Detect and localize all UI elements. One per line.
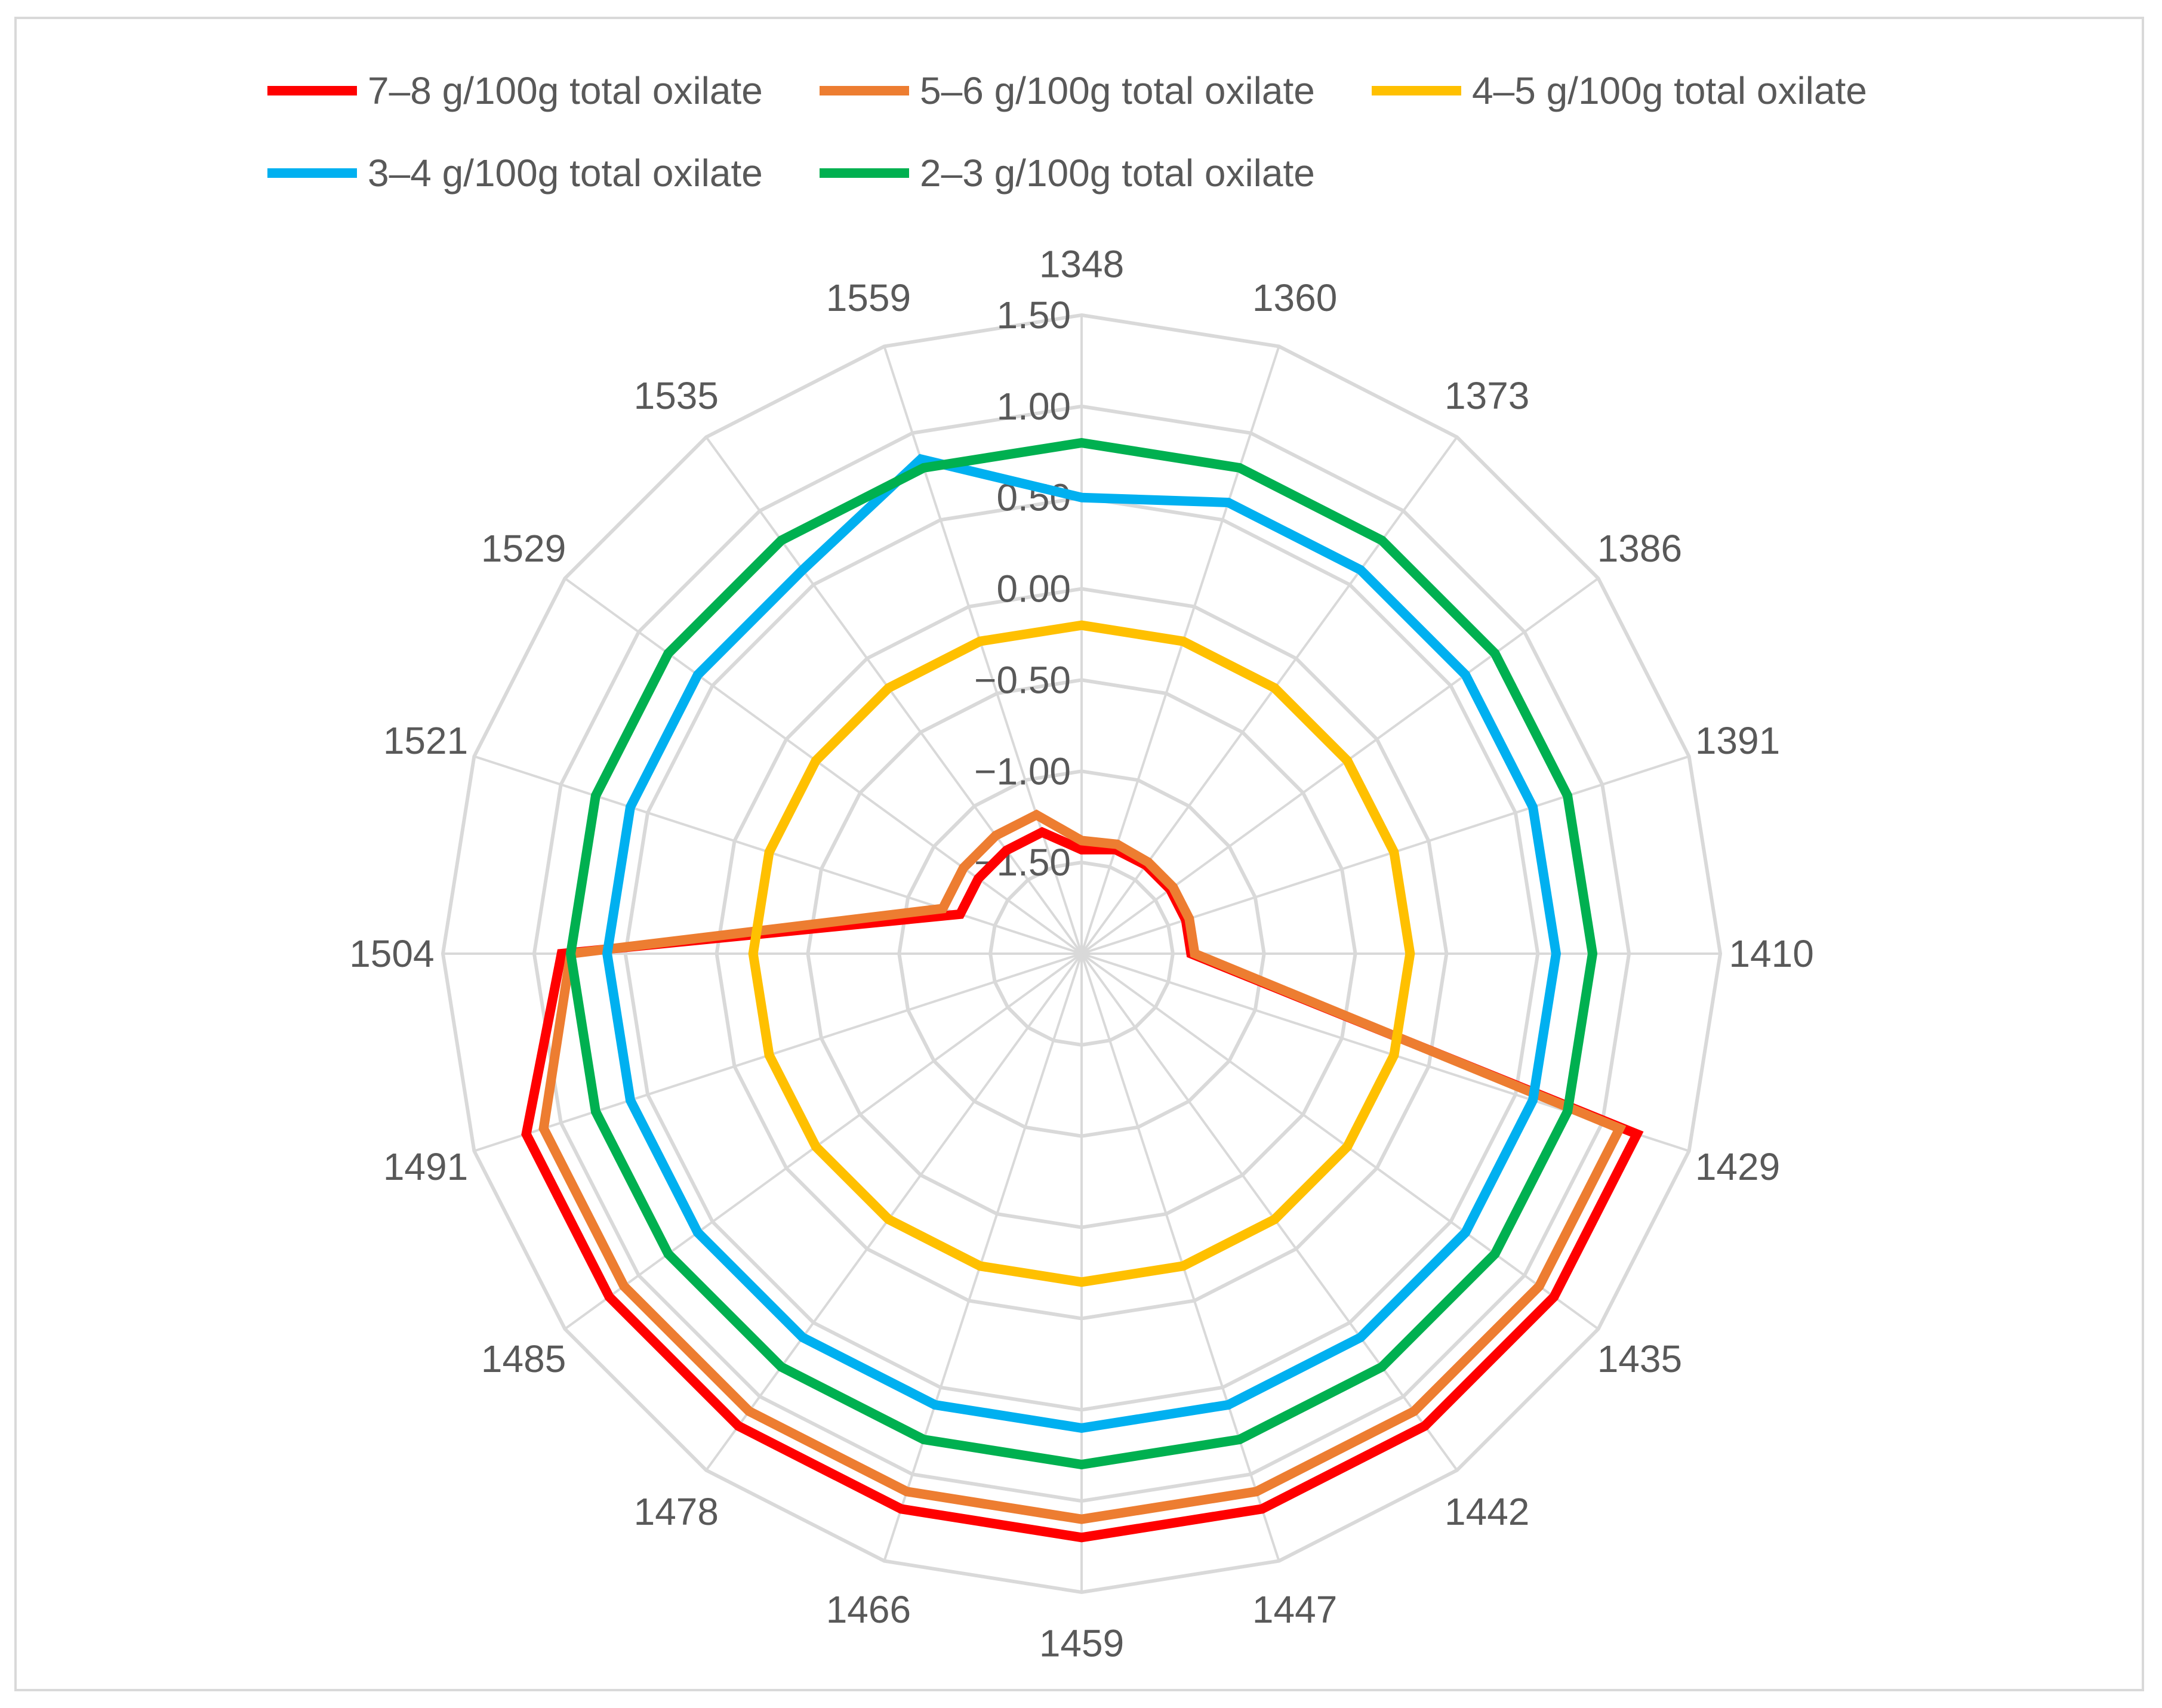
category-label-1386: 1386 (1597, 527, 1682, 570)
spoke-1529 (564, 577, 1083, 955)
series-line-4 (602, 454, 1561, 1433)
category-label-1410: 1410 (1729, 932, 1813, 975)
category-label-1529: 1529 (481, 527, 566, 570)
spoke-1466 (883, 953, 1083, 1562)
category-label-1485: 1485 (481, 1337, 566, 1380)
category-label-1504: 1504 (349, 932, 434, 975)
spoke-1360 (1080, 346, 1280, 954)
category-label-1435: 1435 (1597, 1337, 1682, 1380)
category-label-1348: 1348 (1039, 242, 1124, 285)
category-label-1442: 1442 (1445, 1490, 1529, 1533)
spoke-1442 (1080, 952, 1458, 1471)
tick-label: 1.50 (996, 294, 1071, 337)
spoke-1478 (705, 952, 1083, 1471)
category-label-1391: 1391 (1695, 719, 1780, 762)
category-label-1466: 1466 (826, 1588, 911, 1631)
legend-label-4: 3–4 g/100g total oxilate (368, 152, 763, 195)
category-label-1535: 1535 (634, 374, 719, 417)
chart-frame: 7–8 g/100g total oxilate 5–6 g/100g total… (14, 17, 2144, 1691)
series-lines (521, 437, 1644, 1543)
legend-label-3: 4–5 g/100g total oxilate (1472, 69, 1867, 112)
legend-label-1: 7–8 g/100g total oxilate (368, 69, 763, 112)
value-axis-ticks: −1.50−1.00−0.500.000.501.001.50 (974, 294, 1071, 884)
spoke-1485 (564, 952, 1083, 1330)
spoke-1391 (1081, 755, 1690, 955)
series-line-5 (565, 437, 1598, 1470)
radar-grid (441, 313, 1723, 1595)
category-label-1478: 1478 (634, 1490, 719, 1533)
radar-chart: 7–8 g/100g total oxilate 5–6 g/100g total… (267, 69, 1867, 1665)
spoke-1491 (473, 952, 1082, 1152)
tick-label: −0.50 (974, 658, 1071, 701)
spoke-1559 (883, 346, 1083, 954)
tick-label: −1.00 (974, 750, 1071, 793)
legend: 7–8 g/100g total oxilate 5–6 g/100g total… (267, 69, 1867, 195)
category-label-1559: 1559 (826, 276, 911, 319)
category-label-1429: 1429 (1695, 1145, 1780, 1188)
category-label-1373: 1373 (1445, 374, 1529, 417)
legend-label-2: 5–6 g/100g total oxilate (920, 69, 1315, 112)
category-label-1491: 1491 (383, 1145, 468, 1188)
spoke-1521 (473, 755, 1082, 955)
category-label-1360: 1360 (1252, 276, 1337, 319)
tick-label: 1.00 (996, 385, 1071, 428)
legend-label-5: 2–3 g/100g total oxilate (920, 152, 1315, 195)
tick-label: 0.00 (996, 568, 1071, 611)
series-line-2 (538, 809, 1627, 1524)
category-label-1447: 1447 (1252, 1588, 1337, 1631)
category-label-1521: 1521 (383, 719, 468, 762)
category-labels: 1348 1360 1373 1386 1391 1410 1429 1435 1442 1447… (349, 242, 1814, 1664)
spoke-1535 (705, 436, 1083, 955)
category-label-1459: 1459 (1039, 1622, 1124, 1665)
spoke-1447 (1080, 953, 1280, 1562)
spoke-1435 (1080, 952, 1599, 1330)
series-line-3 (748, 620, 1415, 1287)
